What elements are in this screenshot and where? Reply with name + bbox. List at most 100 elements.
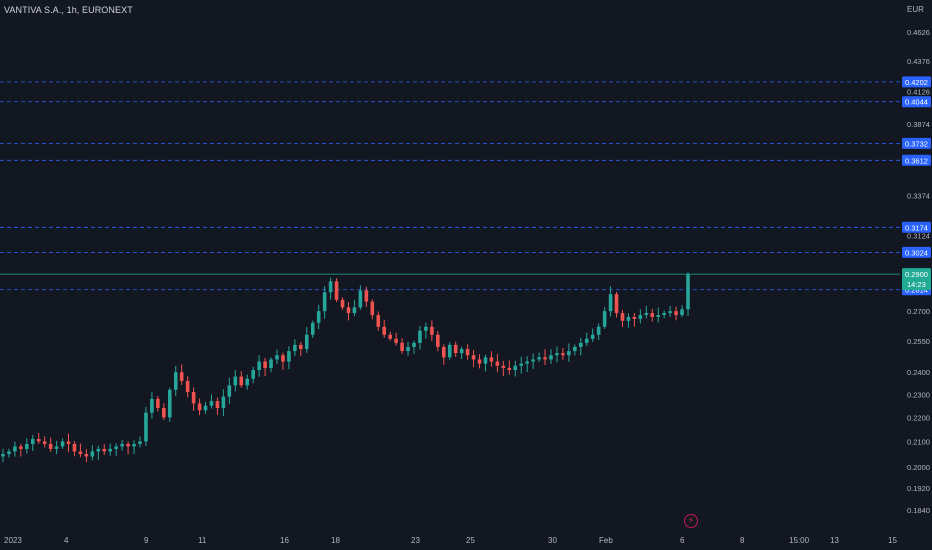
candle-body — [251, 370, 255, 379]
y-tick-label: 0.4626 — [907, 28, 930, 37]
candle-body — [674, 311, 678, 316]
candle-body — [477, 359, 482, 364]
level-label: 0.4202 — [905, 78, 928, 87]
candle-body — [686, 274, 690, 310]
x-tick-label: 11 — [198, 536, 207, 545]
y-tick-label: 0.4126 — [907, 87, 930, 96]
candle-body — [376, 315, 381, 327]
y-tick-label: 0.2300 — [907, 390, 930, 399]
y-tick-label: 0.2200 — [907, 413, 930, 422]
x-tick-label: 8 — [740, 536, 745, 545]
x-tick-label: 30 — [548, 536, 557, 545]
x-tick-label: 15 — [888, 536, 897, 545]
candle-body — [102, 448, 107, 452]
candle-body — [209, 401, 214, 406]
candle-body — [519, 363, 524, 366]
candle-body — [245, 378, 250, 386]
level-label-bg — [902, 221, 931, 233]
candle-body — [453, 344, 458, 354]
current-price-label-bg — [902, 268, 931, 291]
candle-body — [394, 338, 398, 343]
candle-body — [638, 315, 643, 319]
candle-body — [626, 316, 631, 321]
candle-body — [573, 346, 577, 352]
level-label-bg — [902, 154, 931, 166]
candle-body — [382, 326, 387, 335]
candle-body — [418, 330, 422, 343]
level-label: 0.4044 — [905, 98, 928, 107]
candle-body — [36, 439, 41, 442]
candle-body — [358, 290, 363, 308]
x-tick-label: 13 — [830, 536, 839, 545]
candle-body — [132, 443, 136, 447]
candle-body — [644, 313, 649, 316]
candle-body — [275, 355, 279, 360]
y-tick-label: 0.2550 — [907, 337, 930, 346]
y-tick-label: 0.2100 — [907, 437, 930, 446]
candle-body — [400, 342, 404, 352]
candle-body — [340, 299, 345, 308]
candle-body — [179, 372, 184, 381]
candle-body — [269, 359, 273, 368]
candle-body — [257, 361, 261, 371]
candle-body — [197, 403, 202, 411]
candle-body — [54, 446, 59, 449]
candle-body — [221, 396, 226, 409]
candle-body — [322, 292, 327, 312]
candle-body — [602, 311, 607, 327]
candle-body — [590, 334, 595, 339]
x-tick-label: 2023 — [4, 536, 22, 545]
candle-body — [167, 389, 172, 418]
candle-body — [489, 357, 494, 362]
candle-body — [281, 355, 285, 362]
x-tick-label: 15:00 — [789, 536, 810, 545]
currency-label: EUR — [907, 5, 924, 14]
candle-body — [662, 313, 666, 316]
y-tick-label: 0.3124 — [907, 232, 930, 241]
y-tick-label: 0.2000 — [907, 463, 930, 472]
x-tick-label: 25 — [466, 536, 475, 545]
candle-body — [465, 349, 470, 356]
time-axis — [0, 530, 932, 550]
candle-body — [513, 365, 518, 371]
chart-title: VANTIVA S.A., 1h, EURONEXT — [4, 5, 133, 15]
candle-body — [424, 326, 428, 331]
candle-body — [430, 326, 434, 335]
candle-body — [263, 361, 267, 368]
x-tick-label: 6 — [680, 536, 685, 545]
candle-body — [352, 307, 357, 314]
y-tick-label: 0.4376 — [907, 57, 930, 66]
candle-body — [227, 385, 232, 397]
flash-icon[interactable]: ⚡ — [684, 514, 698, 528]
level-label-bg — [902, 246, 931, 258]
candle-body — [364, 290, 369, 302]
candle-body — [370, 301, 375, 316]
candle-body — [596, 326, 601, 335]
candle-body — [406, 346, 410, 352]
candle-body — [668, 311, 672, 314]
countdown-label: 14:23 — [907, 280, 926, 289]
candle-body — [215, 401, 220, 409]
y-tick-label: 0.2400 — [907, 368, 930, 377]
candle-body — [203, 405, 208, 411]
candle-body — [239, 376, 244, 386]
candle-body — [388, 334, 392, 339]
candle-body — [13, 446, 17, 452]
x-tick-label: 4 — [64, 536, 69, 545]
candle-body — [447, 344, 452, 358]
y-tick-label: 0.1840 — [907, 506, 930, 515]
current-price-label: 0.2900 — [905, 270, 928, 279]
candle-body — [549, 355, 553, 360]
candle-body — [561, 353, 565, 356]
candle-body — [328, 281, 333, 293]
candle-body — [72, 443, 77, 452]
candle-body — [78, 451, 83, 454]
candle-body — [608, 294, 613, 312]
candle-body — [310, 322, 315, 335]
level-label: 0.3024 — [905, 248, 928, 257]
candle-body — [66, 441, 71, 444]
candle-body — [680, 309, 684, 316]
candle-body — [150, 398, 154, 413]
level-label: 0.3612 — [905, 156, 928, 165]
